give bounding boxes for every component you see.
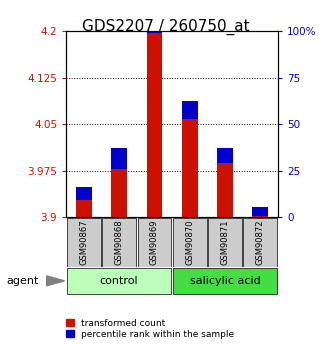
- Text: GDS2207 / 260750_at: GDS2207 / 260750_at: [82, 19, 249, 35]
- Bar: [76, 200, 92, 217]
- FancyBboxPatch shape: [102, 218, 136, 267]
- Text: GSM90868: GSM90868: [115, 219, 124, 265]
- FancyBboxPatch shape: [173, 268, 277, 294]
- Bar: [111, 148, 127, 169]
- Polygon shape: [46, 276, 65, 286]
- Text: control: control: [100, 276, 138, 286]
- Text: agent: agent: [7, 276, 39, 286]
- Text: GSM90870: GSM90870: [185, 220, 194, 265]
- Text: GSM90872: GSM90872: [256, 220, 265, 265]
- FancyBboxPatch shape: [137, 218, 171, 267]
- Bar: [217, 148, 233, 163]
- Text: salicylic acid: salicylic acid: [190, 276, 260, 286]
- Bar: [111, 169, 127, 217]
- Legend: transformed count, percentile rank within the sample: transformed count, percentile rank withi…: [64, 317, 236, 341]
- FancyBboxPatch shape: [173, 218, 207, 267]
- FancyBboxPatch shape: [208, 218, 242, 267]
- Bar: [253, 207, 268, 216]
- Bar: [253, 216, 268, 217]
- Bar: [182, 119, 198, 217]
- FancyBboxPatch shape: [67, 218, 101, 267]
- Bar: [182, 101, 198, 119]
- Bar: [217, 163, 233, 217]
- Text: GSM90867: GSM90867: [79, 219, 88, 265]
- FancyBboxPatch shape: [67, 268, 171, 294]
- FancyBboxPatch shape: [243, 218, 277, 267]
- Text: GSM90869: GSM90869: [150, 220, 159, 265]
- Bar: [76, 187, 92, 200]
- Text: GSM90871: GSM90871: [220, 220, 230, 265]
- Bar: [147, 16, 163, 33]
- Bar: [147, 33, 163, 217]
